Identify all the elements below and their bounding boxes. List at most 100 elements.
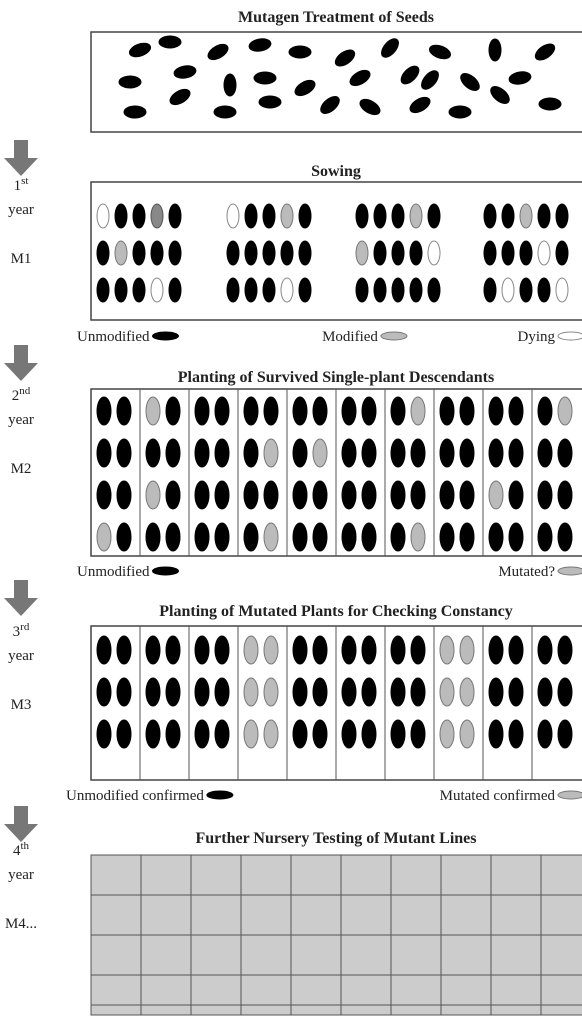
generation: M1 [11,251,32,267]
seed [133,278,145,302]
seed [347,67,372,88]
seed [313,397,327,425]
seed [440,439,454,467]
seed [509,397,523,425]
seed [146,636,160,664]
seed [428,241,440,265]
seed [556,241,568,265]
seed [97,720,111,748]
seed [244,636,258,664]
seed [440,678,454,706]
seed [244,523,258,551]
seed [410,241,422,265]
seed [244,397,258,425]
seed [392,241,404,265]
seed [117,439,131,467]
seed [115,241,127,265]
seed [245,278,257,302]
seed [374,278,386,302]
seed [342,439,356,467]
arrow [4,345,38,381]
seed [391,397,405,425]
seed [538,720,552,748]
seed [356,278,368,302]
seed [440,720,454,748]
seed [489,636,503,664]
seed [293,439,307,467]
year-word: year [8,202,34,218]
seed [227,241,239,265]
year-label: 1st [14,175,29,194]
seed [428,278,440,302]
seed [293,523,307,551]
seed [313,636,327,664]
seed [281,278,293,302]
seed [362,481,376,509]
seed [244,481,258,509]
seed [151,204,163,228]
seed [215,481,229,509]
seed [97,278,109,302]
seed [264,481,278,509]
year-suffix: rd [20,621,30,633]
seed [146,720,160,748]
seed [97,204,109,228]
seed [489,523,503,551]
seed [488,83,513,106]
seed [460,523,474,551]
seed [215,720,229,748]
seed [207,791,233,799]
seed [115,278,127,302]
seed [117,636,131,664]
seed [342,720,356,748]
seed [538,397,552,425]
seed [166,397,180,425]
year-number: 2 [12,388,20,404]
seed [159,36,181,48]
seed [558,332,582,340]
seed [227,278,239,302]
seed [484,204,496,228]
seed [318,93,343,116]
seed [313,439,327,467]
seed [227,204,239,228]
legend-label: Unmodified [77,329,150,345]
legend-label: Mutated confirmed [440,788,556,804]
seed [169,278,181,302]
seed [539,98,561,110]
seed [440,397,454,425]
seed [558,567,582,575]
diagram: Mutagen Treatment of Seeds Sowing Planti… [0,0,582,1023]
legend-label: Dying [518,329,556,345]
seed [153,332,179,340]
nursery-grid [91,855,582,1015]
seed [556,278,568,302]
seed [133,241,145,265]
seed [460,397,474,425]
generation: M4... [5,916,37,932]
seed [264,636,278,664]
seed [97,241,109,265]
seed [146,397,160,425]
seed [398,63,422,87]
seed [509,720,523,748]
seed [224,74,236,96]
seed [264,397,278,425]
seed [153,567,179,575]
seed [538,204,550,228]
year-label: 3rd [13,621,30,640]
seed [558,791,582,799]
seed [333,47,358,69]
legend-label: Unmodified confirmed [66,788,204,804]
seed [489,39,501,61]
seed [489,397,503,425]
seed [411,439,425,467]
generation: M3 [11,697,32,713]
panel-title: Planting of Mutated Plants for Checking … [159,603,513,620]
seed [293,481,307,509]
seed [460,678,474,706]
seed [133,204,145,228]
legend-label: Mutated? [498,564,555,580]
seed [449,106,471,118]
seed [502,241,514,265]
